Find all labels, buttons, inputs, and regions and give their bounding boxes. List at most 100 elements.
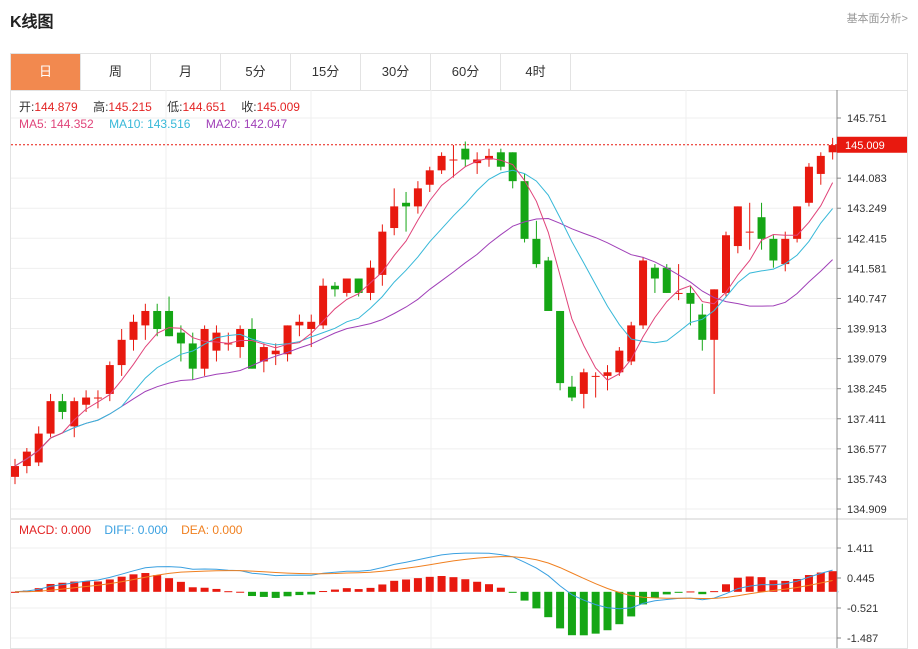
y-tick-label: 144.083 (847, 173, 887, 185)
macd-y-tick-label: -1.487 (847, 633, 878, 645)
macd-bar (485, 584, 493, 592)
page-title: K线图 (10, 14, 54, 31)
macd-bar (236, 591, 245, 593)
y-tick-label: 138.245 (847, 384, 887, 396)
macd-bar (496, 587, 505, 592)
candle-body (745, 231, 754, 233)
macd-bar (413, 578, 422, 592)
candle-body (117, 339, 126, 366)
open-label: 开: (19, 100, 35, 114)
macd-bar (532, 591, 541, 609)
candle-body (105, 365, 114, 394)
macd-bar (828, 571, 837, 592)
candle-body (413, 188, 422, 207)
ma5-legend: MA5: 144.352 (19, 117, 94, 131)
candle-body (82, 397, 91, 405)
candle-body (390, 206, 399, 229)
tab-5min[interactable]: 5分 (221, 54, 291, 90)
candle-body (674, 292, 683, 294)
macd-legend: MACD: 0.000 DIFF: 0.000 DEA: 0.000 (19, 523, 252, 537)
candle-body (710, 289, 719, 340)
macd-bar (698, 591, 707, 595)
ma10-line (14, 169, 833, 467)
macd-bar (248, 591, 256, 597)
ma-legend: MA5: 144.352 MA10: 143.516 MA20: 142.047 (19, 117, 299, 131)
fundamental-analysis-link[interactable]: 基本面分析> (846, 13, 908, 25)
macd-bar (449, 577, 458, 592)
macd-bar (745, 576, 754, 592)
macd-bar (579, 591, 588, 636)
macd-bar (710, 591, 719, 593)
macd-bar (804, 575, 813, 592)
macd-bar (129, 574, 138, 592)
macd-bar (816, 572, 825, 592)
macd-bar (437, 576, 446, 592)
candle-body (34, 433, 43, 463)
y-tick-label: 139.079 (847, 354, 887, 366)
open-value: 144.879 (34, 100, 78, 114)
candle-body (508, 152, 517, 182)
macd-bar (141, 573, 150, 592)
macd-bar (461, 579, 470, 592)
y-tick-label: 141.581 (847, 263, 887, 275)
macd-bar (722, 584, 730, 592)
macd-bar (769, 580, 778, 592)
macd-bar (11, 591, 19, 593)
current-price-label: 145.009 (845, 140, 885, 152)
y-tick-label: 139.913 (847, 324, 887, 336)
candle-body (733, 206, 742, 247)
chart-panel: 日 周 月 5分 15分 30分 60分 4时 145.751 144.083 14… (10, 53, 908, 649)
candle-body (129, 321, 138, 340)
tab-month[interactable]: 月 (151, 54, 221, 90)
tab-15min[interactable]: 15分 (291, 54, 361, 90)
close-value: 145.009 (256, 100, 300, 114)
macd-bar (733, 577, 742, 592)
macd-bar (46, 583, 55, 592)
macd-bar (307, 591, 316, 595)
kline-chart[interactable]: 145.751 144.083 143.249 142.415 141.581 140.7… (11, 54, 907, 648)
macd-bar (117, 576, 126, 592)
macd-bar (508, 591, 517, 593)
tab-30min[interactable]: 30分 (361, 54, 431, 90)
candle-body (11, 466, 19, 477)
candle-body (165, 310, 174, 337)
macd-bar (686, 591, 695, 593)
tab-day[interactable]: 日 (11, 54, 81, 90)
y-tick-label: 145.751 (847, 113, 887, 125)
candle-body (662, 267, 671, 293)
macd-bar (70, 581, 79, 592)
candle-body (70, 401, 79, 427)
candle-body (46, 401, 55, 434)
dea-value: DEA: 0.000 (181, 523, 243, 537)
macd-bar (200, 587, 209, 592)
candle-body (307, 321, 316, 330)
low-label: 低: (167, 100, 183, 114)
candle-body (816, 155, 825, 174)
tab-week[interactable]: 周 (81, 54, 151, 90)
macd-bar (781, 580, 790, 592)
macd-bar (176, 581, 185, 592)
candle-body (437, 155, 446, 171)
candle-body (591, 375, 600, 377)
candle-body (141, 310, 150, 326)
macd-y-tick-label: -0.521 (847, 603, 878, 615)
candle-body (769, 238, 778, 261)
macd-bar (34, 588, 43, 592)
candle-body (532, 238, 541, 265)
ma10-legend: MA10: 143.516 (109, 117, 191, 131)
tab-4hour[interactable]: 4时 (501, 54, 571, 90)
candle-body (639, 260, 648, 326)
macd-bar (627, 591, 636, 617)
ma20-line (14, 217, 833, 467)
candle-body (330, 285, 339, 290)
macd-bar (556, 591, 565, 629)
candle-body (342, 278, 351, 293)
macd-bar (425, 576, 434, 592)
macd-bar (330, 589, 339, 592)
candle-body (567, 386, 576, 398)
candle-body (176, 332, 185, 344)
candle-body (271, 350, 280, 355)
candle-body (93, 397, 102, 399)
tab-60min[interactable]: 60分 (431, 54, 501, 90)
candle-body (650, 267, 659, 279)
